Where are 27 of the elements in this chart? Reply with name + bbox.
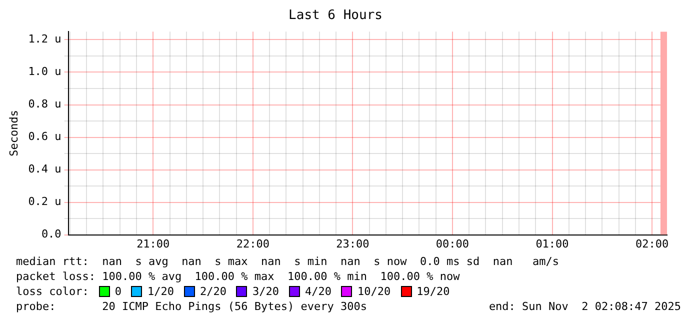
y-tick-label: 0.2 u — [28, 195, 62, 208]
y-tick-label: 1.0 u — [28, 65, 62, 78]
y-tick-label: 0.8 u — [28, 98, 62, 111]
legend-label: 10/20 — [357, 284, 391, 299]
legend-label: 0 — [114, 284, 122, 299]
x-tick-label: 23:00 — [336, 237, 370, 250]
text: probe: 20 ICMP Echo Pings (56 Bytes) every 300s — [16, 299, 367, 314]
y-tick-label: 1.2 u — [28, 32, 62, 46]
x-tick-label: 22:00 — [236, 237, 270, 250]
text: median rtt: nan s avg nan s max nan s min nan s now 0.0 ms sd nan am/s — [16, 254, 560, 269]
legend-label: 3/20 — [252, 284, 279, 299]
x-tick-label: 02:00 — [635, 237, 669, 250]
legend-label: 2/20 — [200, 284, 226, 299]
y-tick-label: 0.0 — [41, 228, 62, 241]
text: packet loss: 100.00 % avg 100.00 % max 100.00 % min 100.00 % now — [16, 269, 461, 284]
chart-title: Last 6 Hours — [288, 8, 382, 24]
legend-label: 4/20 — [304, 284, 332, 299]
x-tick-label: 21:00 — [136, 237, 170, 250]
text: loss color: — [16, 284, 89, 299]
x-tick-label: 01:00 — [536, 237, 569, 250]
y-axis-title: Seconds — [7, 110, 20, 156]
legend-label: 1/20 — [147, 284, 174, 299]
legend-label: 19/20 — [416, 284, 450, 299]
y-tick-label: 0.6 u — [28, 130, 62, 144]
text: end: Sun Nov 2 02:08:47 2025 — [488, 299, 681, 314]
y-tick-label: 0.4 u — [28, 162, 62, 176]
x-tick-label: 00:00 — [436, 237, 470, 250]
